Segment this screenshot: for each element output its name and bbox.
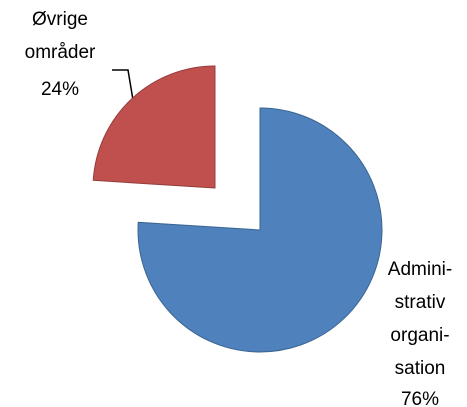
pie-slice — [92, 65, 216, 189]
slice-label: Øvrige områder — [25, 9, 96, 63]
slice-label: Admini-strativ organi-sation — [388, 259, 452, 379]
leader-line — [112, 69, 134, 101]
value-label: 76% — [401, 389, 439, 407]
value-label: 24% — [41, 79, 79, 100]
pie-slice — [137, 107, 383, 353]
